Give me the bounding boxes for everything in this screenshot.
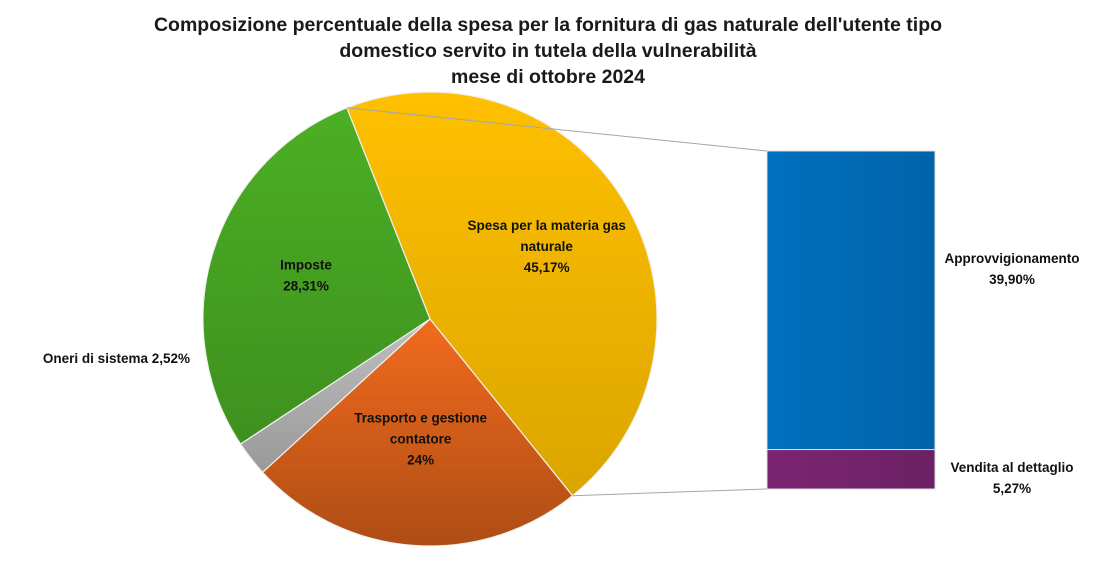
chart-title-line-1: Composizione percentuale della spesa per… <box>153 14 943 36</box>
bar-segment-vendita-al-dettaglio <box>766 449 936 490</box>
chart-title-line-3: mese di ottobre 2024 <box>451 66 645 88</box>
bar-label-vendita-al-dettaglio: Vendita al dettaglio 5,27% <box>950 460 1073 496</box>
bar-label-approvvigionamento: Approvvigionamento 39,90% <box>944 251 1079 287</box>
bar-segment-approvvigionamento <box>766 150 936 451</box>
pie-label-trasporto-e-gestione-contatore: Trasporto e gestione contatore 24% <box>354 411 487 468</box>
chart-title-line-2: domestico servito in tutela della vulner… <box>339 40 757 62</box>
pie-label-imposte: Imposte 28,31% <box>280 257 332 293</box>
connector-line-top <box>346 107 768 152</box>
pie-label-oneri-di-sistema: Oneri di sistema 2,52% <box>43 351 190 366</box>
pie-slice-trasporto-e-gestione-contatore <box>261 318 574 547</box>
chart-title: Composizione percentuale della spesa per… <box>0 12 1096 90</box>
pie-slice-spesa-per-la-materia-gas-naturale <box>346 91 658 497</box>
connector-line-bottom <box>572 488 768 497</box>
pie-slice-imposte <box>202 107 431 445</box>
pie-label-spesa-per-la-materia-gas-naturale: Spesa per la materia gas naturale 45,17% <box>468 218 626 275</box>
